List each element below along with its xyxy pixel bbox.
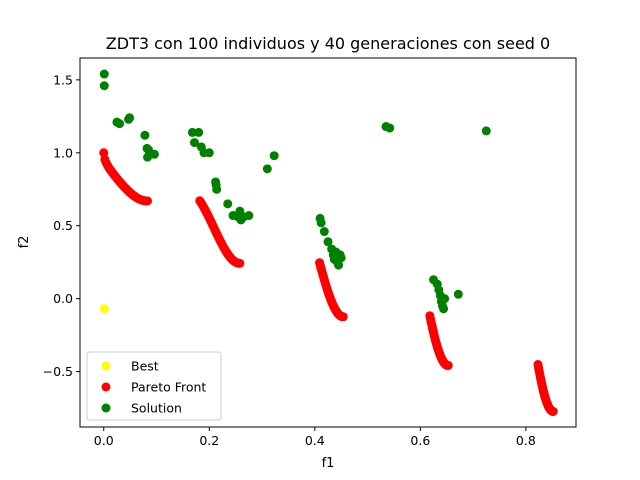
plot-area-frame (79, 57, 577, 428)
solution-point (453, 289, 463, 299)
solution-point (334, 260, 344, 270)
legend: Best Pareto Front Solution (86, 351, 222, 421)
solution-point (319, 227, 329, 237)
pareto-front-point (235, 258, 245, 268)
solution-point (140, 130, 150, 140)
pareto-front-point (338, 312, 348, 322)
legend-box (86, 351, 222, 421)
solution-point (316, 218, 326, 228)
x-tick-label: 0.8 (516, 433, 536, 448)
solution-point (187, 127, 197, 137)
legend-label: Best (131, 359, 159, 374)
solution-point (143, 152, 153, 162)
solution-point (244, 211, 254, 221)
y-tick-label: −0.5 (43, 364, 73, 379)
pareto-front-point (143, 196, 153, 206)
legend-label: Pareto Front (131, 380, 206, 395)
solution-point (323, 237, 333, 247)
solution-point (204, 148, 214, 158)
legend-label: Solution (131, 401, 182, 416)
solution-point (269, 151, 279, 161)
solution-point (481, 126, 491, 136)
solution-point (99, 69, 109, 79)
y-axis-label: f2 (17, 236, 32, 249)
pareto-front-point (548, 406, 558, 416)
x-axis: 0.0 0.2 0.4 0.6 0.8 (94, 427, 536, 448)
legend-marker (101, 382, 111, 392)
solution-point (190, 138, 200, 148)
x-tick-label: 0.4 (305, 433, 325, 448)
x-tick-label: 0.6 (410, 433, 430, 448)
solution-point (194, 127, 204, 137)
y-tick-label: 0.5 (53, 218, 73, 233)
best-point (99, 304, 109, 314)
y-tick-label: 0.0 (53, 291, 73, 306)
solution-point (262, 164, 272, 174)
pareto-front-point (443, 360, 453, 370)
solution-point (440, 294, 450, 304)
solution-point (149, 149, 159, 159)
pareto-front-point (99, 148, 109, 158)
y-tick-label: 1.0 (53, 145, 73, 160)
legend-marker (101, 361, 111, 371)
chart-title: ZDT3 con 100 individuos y 40 generacione… (106, 34, 550, 53)
x-tick-label: 0.0 (94, 433, 114, 448)
x-tick-label: 0.2 (199, 433, 219, 448)
solution-point (439, 304, 449, 314)
solution-point (223, 199, 233, 209)
solution-point (336, 253, 346, 263)
solution-point (125, 113, 135, 123)
x-axis-label: f1 (322, 456, 335, 471)
legend-marker (101, 403, 111, 413)
solution-point (99, 81, 109, 91)
y-tick-label: 1.5 (53, 72, 73, 87)
solution-point (212, 184, 222, 194)
solution-point (385, 123, 395, 133)
solution-point (115, 119, 125, 129)
plot-marks (99, 69, 558, 416)
y-axis: −0.5 0.0 0.5 1.0 1.5 (43, 72, 80, 379)
